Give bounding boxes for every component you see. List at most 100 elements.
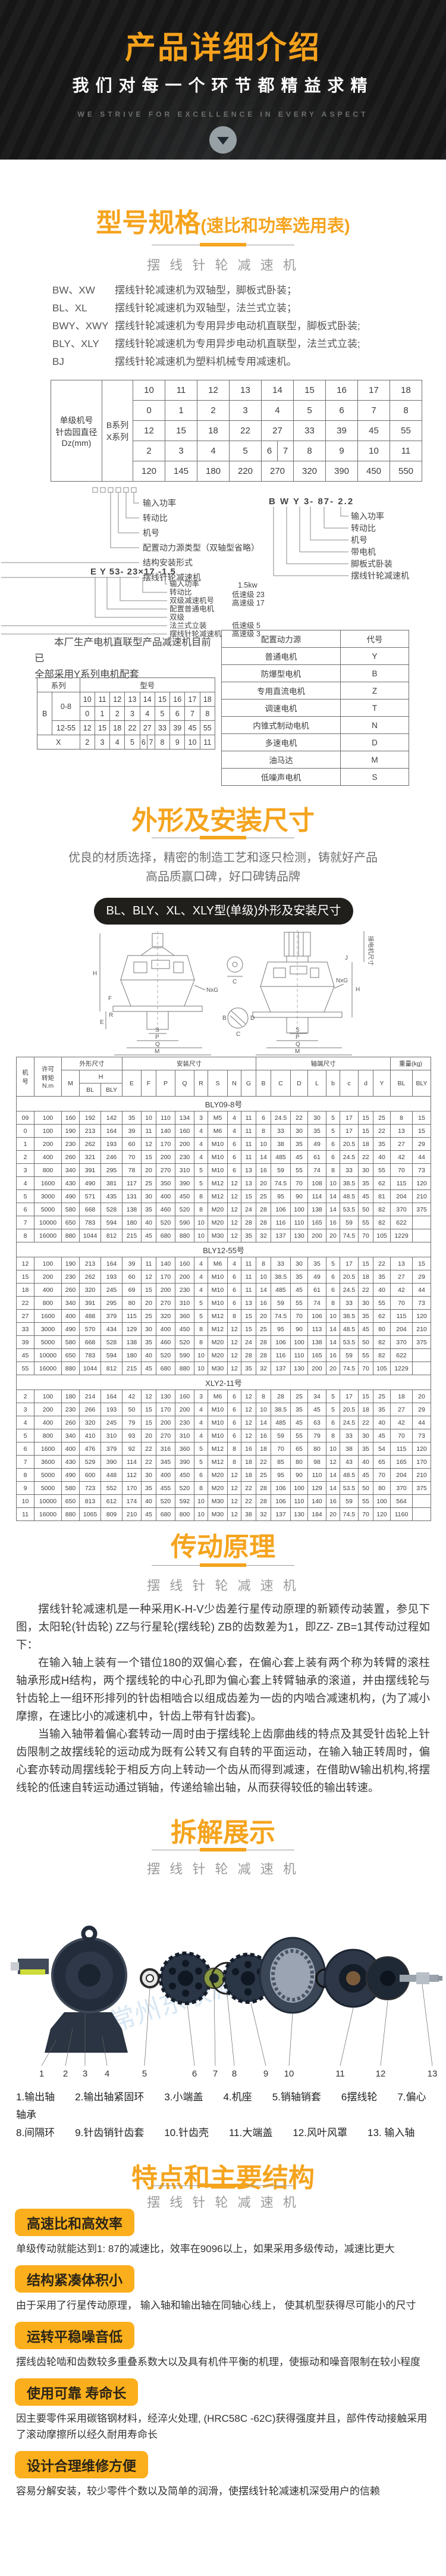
table-cell: 6	[227, 1283, 242, 1297]
table-cell: 490	[61, 1468, 80, 1482]
table-cell: 内锥式制动电机	[221, 716, 341, 734]
table-cell: 8	[256, 1257, 272, 1270]
table-cell: 880	[175, 1229, 195, 1242]
table-cell: 3	[94, 735, 111, 750]
table-cell: 许可 转矩 N.m	[34, 1057, 62, 1097]
table-cell: M12	[208, 1176, 228, 1190]
table-cell: 190	[61, 1124, 80, 1138]
table-cell: 5	[194, 1455, 209, 1469]
table-cell: 2	[109, 706, 125, 721]
table-cell: 95	[271, 1189, 291, 1203]
table-cell: 170	[156, 1270, 176, 1284]
table-cell: 09	[16, 1111, 34, 1125]
table-cell: 22	[256, 1455, 272, 1469]
feature-block: 使用可靠 寿命长 因主要零件采用碳铬钢材料，经淬火处理, (HRC58C -62…	[15, 2378, 434, 2443]
parts-line2: 8.间隔环 9.针齿销针齿套 10.针齿壳 11.大端盖 12.风叶风罩 13.…	[16, 2127, 415, 2138]
table-cell: 100	[34, 1111, 62, 1125]
table-cell: 310	[175, 1429, 195, 1442]
table-cell: 310	[100, 1429, 123, 1442]
table-cell: 580	[61, 1481, 80, 1495]
table-cell: 215	[122, 1229, 142, 1242]
table-cell: 270	[156, 1163, 176, 1177]
table-cell: 230	[61, 1270, 80, 1284]
table-cell: 28	[256, 1335, 272, 1349]
section-dims-title: 外形及安装尺寸	[0, 799, 446, 837]
svg-text:9: 9	[263, 2069, 268, 2079]
feature-badge: 高速比和高效率	[15, 2209, 134, 2236]
table-cell: 320	[293, 461, 326, 482]
table-cell: 170	[122, 1481, 142, 1495]
table-cell: 13	[124, 692, 140, 707]
table-cell: 18	[390, 380, 422, 401]
table-cell: 520	[156, 1494, 176, 1508]
table-cell: 16	[326, 1348, 341, 1362]
table-cell: 320	[79, 1283, 101, 1297]
table-cell: M10	[208, 1403, 228, 1416]
table-cell: 15	[358, 1124, 374, 1138]
model-desc: 摆线针轮减速机为双轴型，法兰式立装；	[115, 302, 297, 314]
scroll-down-icon	[209, 126, 237, 154]
table-cell: 油马达	[221, 751, 341, 769]
table-cell: 880	[61, 1507, 80, 1521]
table-cell: 370	[390, 1203, 413, 1216]
table-cell: 434	[100, 1322, 123, 1336]
table-cell: 4	[194, 1416, 209, 1429]
table-cell: M20	[208, 1335, 228, 1349]
table-cell: 35	[241, 1362, 257, 1375]
table-cell: 24	[241, 1203, 257, 1216]
table-cell: 3	[194, 1390, 209, 1403]
table-cell: 230	[61, 1137, 80, 1151]
table-cell: 48.5	[340, 1189, 359, 1203]
table-cell: 6	[227, 1390, 242, 1403]
table-cell: 73	[412, 1296, 432, 1310]
table-cell: 24	[241, 1335, 257, 1349]
dim-label-c: C	[233, 979, 237, 985]
table-cell: 45	[357, 420, 390, 441]
table-cell: 15	[293, 380, 326, 401]
section-features-subtitle: 摆 线 针 轮 减 速 机	[147, 2195, 299, 2210]
table-cell: 系列	[37, 677, 80, 692]
diagram3-note: 高速级 17	[232, 598, 265, 607]
table-cell: 15	[94, 720, 111, 735]
table-cell: 6	[326, 1270, 341, 1284]
table-cell: 28	[256, 1203, 272, 1216]
table-cell: 15	[241, 1322, 257, 1336]
dimension-table: 机 号许可 转矩 N.m 外形尺寸 安装尺寸 轴端尺寸 重量(kg) M H E F P Q R S N G…	[15, 1057, 432, 1521]
table-cell: 1044	[79, 1362, 101, 1375]
table-cell: 33	[154, 720, 171, 735]
table-cell: 12	[241, 1390, 257, 1403]
section-principle-subtitle: 摆 线 针 轮 减 速 机	[147, 1578, 299, 1593]
dim-label-nxg2: NxG	[336, 978, 348, 984]
table-cell: 110	[290, 1494, 309, 1508]
table-cell: 17	[357, 380, 390, 401]
table-cell: 340	[61, 1296, 80, 1310]
table-cell: 11	[16, 1507, 34, 1521]
table-cell: 1065	[79, 1507, 101, 1521]
table-cell: 12	[79, 720, 95, 735]
table-cell: 70	[290, 1309, 309, 1323]
table-cell: 4	[227, 1111, 242, 1125]
table-cell: 6	[16, 1442, 34, 1456]
table-cell: M12	[208, 1309, 228, 1323]
table-cell: 390	[325, 461, 358, 482]
table-cell: 262	[79, 1137, 101, 1151]
parts-legend: 1.输出轴 2.输出轴紧固环 3.小端盖 4.机座 5.销轴销套 6摆线轮 7.…	[16, 2088, 432, 2142]
table-cell: 340	[61, 1163, 80, 1177]
svg-text:5: 5	[142, 2069, 147, 2079]
table-cell: 25	[373, 1390, 391, 1403]
table-cell: 12	[227, 1229, 242, 1242]
table-cell: 80	[290, 1455, 309, 1469]
table-cell: M30	[208, 1494, 228, 1508]
divider	[152, 836, 294, 839]
table-cell: 95	[271, 1322, 291, 1336]
table-cell: 12	[227, 1216, 242, 1229]
table-cell	[412, 1507, 432, 1521]
table-cell: N	[340, 716, 409, 734]
section-dims-desc1: 优良的材质选择，精密的制造工艺和逐只检测，铸就好产品	[68, 851, 378, 864]
table-cell: 60	[122, 1137, 142, 1151]
table-cell: 12	[227, 1203, 242, 1216]
table-cell: 35	[307, 1124, 327, 1138]
table-cell: 8	[256, 1124, 272, 1138]
section-dims-title-main: 外形及安装尺寸	[131, 806, 315, 835]
table-cell: 476	[79, 1442, 101, 1456]
